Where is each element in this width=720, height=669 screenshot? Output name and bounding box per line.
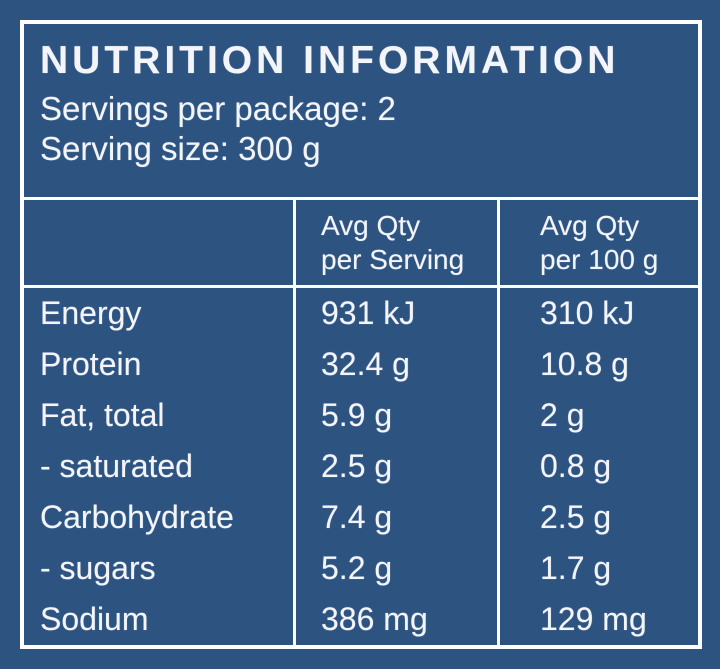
row-label-protein: Protein — [40, 346, 142, 382]
column-header-per-100g-line1: Avg Qty — [540, 209, 640, 241]
row-label-saturated: - saturated — [40, 448, 193, 484]
sugars-per-100g-value: 1.7 g — [497, 543, 698, 594]
panel-title: NUTRITION INFORMATION — [40, 39, 620, 82]
saturated-per-serving-value: 2.5 g — [293, 441, 497, 492]
row-label-carbohydrate: Carbohydrate — [40, 499, 234, 535]
sodium-per-100g-value: 129 mg — [497, 594, 698, 645]
serving-size-text: Serving size: 300 g — [40, 130, 321, 167]
column-header-per-100g-line2: per 100 g — [540, 243, 659, 275]
fat-total-per-serving-value: 5.9 g — [293, 390, 497, 441]
energy-per-serving-value: 931 kJ — [293, 288, 497, 339]
carbohydrate-per-100g-value: 2.5 g — [497, 492, 698, 543]
saturated-per-100g-value: 0.8 g — [497, 441, 698, 492]
sugars-per-serving-value: 5.2 g — [293, 543, 497, 594]
protein-per-100g-value: 10.8 g — [497, 339, 698, 390]
nutrition-table-body: Energy 931 kJ 310 kJ Protein 32.4 g 10.8… — [24, 288, 698, 645]
protein-per-serving-value: 32.4 g — [293, 339, 497, 390]
column-header-bottom-line — [24, 285, 698, 288]
column-header-blank — [24, 200, 293, 285]
row-label-sugars: - sugars — [40, 550, 156, 586]
column-header-row: Avg Qty per Serving Avg Qty per 100 g — [24, 200, 698, 285]
carbohydrate-per-serving-value: 7.4 g — [293, 492, 497, 543]
column-header-per-serving-line1: Avg Qty — [321, 209, 421, 241]
row-label-fat-total: Fat, total — [40, 397, 165, 433]
servings-per-package-text: Servings per package: 2 — [40, 90, 396, 127]
sodium-per-serving-value: 386 mg — [293, 594, 497, 645]
header-separator-line — [24, 197, 698, 200]
column-header-per-serving-line2: per Serving — [321, 243, 465, 275]
column-header-per-100g: Avg Qty per 100 g — [497, 200, 698, 285]
column-header-per-serving: Avg Qty per Serving — [293, 200, 497, 285]
fat-total-per-100g-value: 2 g — [497, 390, 698, 441]
panel-header: NUTRITION INFORMATION Servings per packa… — [24, 24, 698, 197]
row-label-sodium: Sodium — [40, 601, 149, 637]
row-label-energy: Energy — [40, 295, 142, 331]
energy-per-100g-value: 310 kJ — [497, 288, 698, 339]
nutrition-panel: NUTRITION INFORMATION Servings per packa… — [20, 20, 702, 649]
